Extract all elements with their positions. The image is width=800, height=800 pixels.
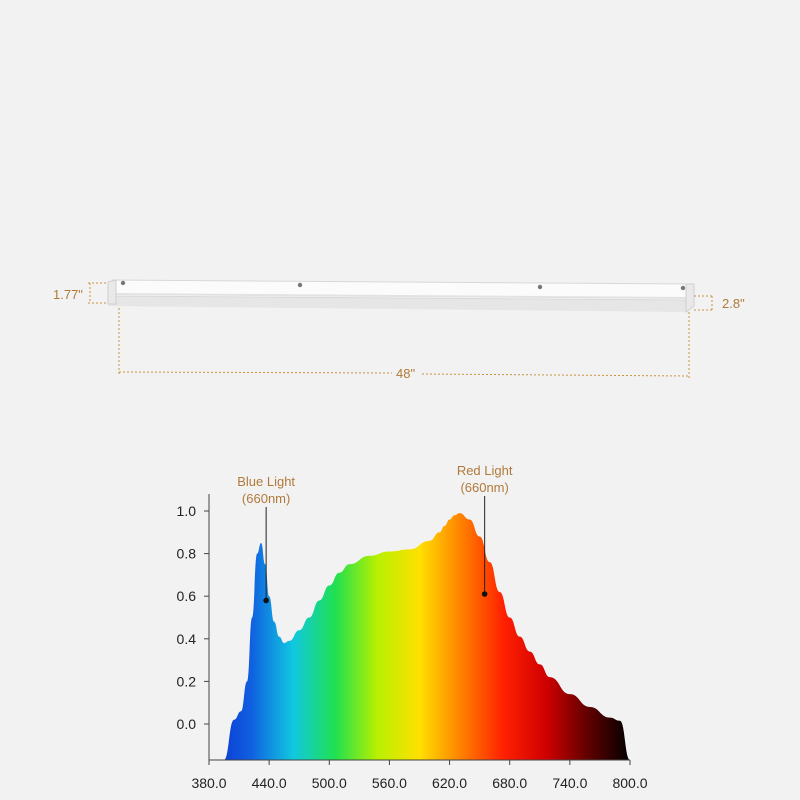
light-bar-endcap-left (107, 279, 117, 305)
mount-screw-icon (537, 284, 543, 290)
mount-screw-icon (297, 282, 303, 288)
mount-screw-icon (120, 280, 126, 286)
y-tick-label: 1.0 (177, 503, 197, 519)
spectrum-chart: 1.0 0.8 0.6 0.4 0.2 0.0 380.0 440.0 500.0 560.0 6… (177, 463, 648, 791)
height-right-label: 2.8" (722, 296, 745, 311)
y-tick-label: 0.8 (177, 546, 197, 562)
annotation-label: Red Light (457, 463, 513, 478)
light-bar-diffuser-line (113, 293, 689, 299)
x-tick-label: 380.0 (191, 775, 226, 791)
annotation-sublabel: (660nm) (460, 480, 508, 495)
y-axis-ticks: 1.0 0.8 0.6 0.4 0.2 0.0 (177, 503, 209, 732)
x-tick-label: 740.0 (552, 775, 587, 791)
dimension-annotations: 1.77" 2.8" 48" (53, 282, 745, 381)
light-bar-endcap-right (685, 283, 695, 313)
annotation-point (481, 591, 488, 597)
x-tick-label: 560.0 (372, 775, 407, 791)
annotation-sublabel: (660nm) (242, 491, 290, 506)
height-left-label: 1.77" (53, 287, 83, 302)
chart-annotations: Blue Light (660nm) Red Light (660nm) (237, 463, 513, 604)
annotation-point (263, 597, 269, 604)
x-tick-label: 680.0 (492, 775, 527, 791)
x-tick-label: 800.0 (612, 775, 647, 791)
x-axis-ticks: 380.0 440.0 500.0 560.0 620.0 680.0 740.0 800.0 (191, 760, 648, 791)
y-tick-label: 0.6 (177, 588, 197, 604)
x-tick-label: 500.0 (312, 775, 347, 791)
y-tick-label: 0.4 (177, 631, 197, 647)
light-bar-illustration (107, 279, 695, 313)
x-tick-label: 440.0 (252, 775, 287, 791)
light-bar-shadow (108, 296, 692, 312)
y-tick-label: 0.0 (177, 716, 197, 732)
dim-length-line-right (421, 373, 690, 377)
mount-screw-icon (680, 285, 686, 291)
dim-length-line-left (118, 371, 393, 374)
y-tick-label: 0.2 (177, 673, 197, 689)
annotation-label: Blue Light (237, 474, 295, 489)
length-label: 48" (396, 366, 415, 381)
x-tick-label: 620.0 (432, 775, 467, 791)
spectrum-area (209, 513, 630, 760)
